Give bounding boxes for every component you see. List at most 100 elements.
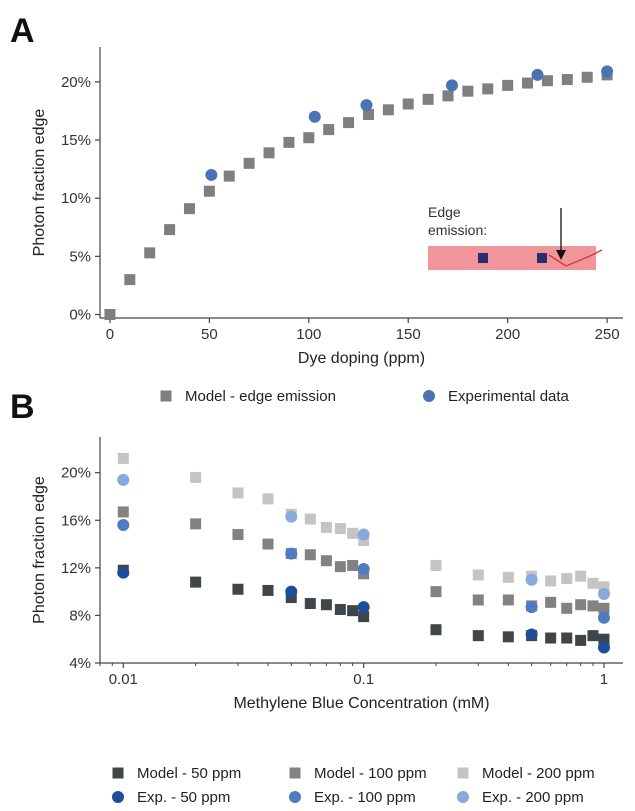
data-point-circle — [285, 547, 298, 560]
data-point-square — [243, 157, 255, 169]
data-point-square — [545, 596, 557, 608]
data-point-square — [561, 74, 573, 86]
data-point-square — [190, 471, 202, 483]
x-tick-label: 0 — [106, 326, 114, 343]
data-point-square — [502, 79, 514, 91]
data-point-square — [334, 603, 346, 615]
x-tick-label: 200 — [495, 326, 520, 343]
data-point-circle — [117, 566, 130, 579]
inset-ray-path — [548, 249, 603, 267]
data-point-square — [347, 605, 359, 617]
data-point-square — [581, 71, 593, 83]
legend-entry: Exp. - 50 ppm — [137, 789, 230, 806]
x-tick-label: 150 — [396, 326, 421, 343]
data-point-circle — [525, 628, 538, 641]
data-point-square — [522, 77, 534, 89]
data-point-square — [587, 577, 599, 589]
panel-a-letter: A — [10, 12, 35, 50]
x-tick-label: 250 — [595, 326, 620, 343]
panel-a: A 0% 5% 10% 15% 20% 0 50 100 150 200 250 Dye doping… — [10, 12, 623, 405]
data-point-circle — [445, 79, 458, 92]
data-point-square — [343, 117, 355, 129]
y-tick-label: 10% — [61, 190, 91, 207]
legend-entry: Experimental data — [448, 388, 570, 405]
x-tick-label: 0.01 — [109, 671, 138, 688]
data-point-square — [347, 559, 359, 571]
data-point-square — [304, 598, 316, 610]
data-point-circle — [357, 528, 370, 541]
legend-swatch — [457, 791, 469, 803]
y-tick-label: 4% — [69, 655, 91, 672]
x-tick-label: 50 — [201, 326, 218, 343]
data-point-square — [203, 185, 215, 197]
data-point-square — [190, 518, 202, 530]
panel-a-axes: 0% 5% 10% 15% 20% 0 50 100 150 200 250 Dye doping (… — [31, 47, 623, 367]
y-tick-label: 20% — [61, 74, 91, 91]
data-point-square — [347, 527, 359, 539]
data-point-square — [561, 602, 573, 614]
data-point-square — [362, 108, 374, 120]
data-point-square — [358, 611, 370, 623]
data-point-circle — [531, 68, 544, 81]
data-point-square — [541, 75, 553, 87]
data-point-circle — [285, 585, 298, 598]
data-point-square — [561, 573, 573, 585]
inset-label-line2: emission: — [428, 222, 487, 238]
data-point-square — [442, 90, 454, 102]
data-point-circle — [601, 65, 614, 78]
data-point-square — [323, 124, 335, 136]
data-point-circle — [205, 168, 218, 181]
legend-swatch — [457, 767, 469, 779]
data-point-circle — [285, 510, 298, 523]
legend-entry: Model - edge emission — [185, 388, 336, 405]
legend-swatch — [112, 767, 124, 779]
data-point-circle — [597, 588, 610, 601]
data-point-square — [561, 632, 573, 644]
data-point-square — [124, 274, 136, 286]
data-point-circle — [597, 611, 610, 624]
panel-a-inset: Edge emission: — [428, 204, 603, 270]
data-point-square — [422, 93, 434, 105]
panel-b-legend: Model - 50 ppm Model - 100 ppm Model - 200… — [112, 765, 595, 806]
legend-entry: Model - 200 ppm — [482, 765, 595, 782]
y-tick-label: 8% — [69, 607, 91, 624]
y-tick-label: 12% — [61, 560, 91, 577]
x-tick-label: 100 — [296, 326, 321, 343]
panel-a-marks — [104, 65, 614, 321]
series-2 — [205, 65, 614, 181]
x-axis-label: Methylene Blue Concentration (mM) — [233, 695, 489, 712]
series-5 — [117, 519, 610, 624]
data-point-square — [303, 132, 315, 144]
data-point-square — [402, 98, 414, 110]
legend-swatch — [423, 390, 435, 402]
data-point-square — [430, 624, 442, 636]
y-tick-label: 16% — [61, 512, 91, 529]
panel-b: B 4% 8% 12% 16% 20% 0.01 0.1 1 Methylene Blue Co… — [10, 388, 623, 806]
data-point-square — [587, 600, 599, 612]
inset-square-left — [478, 253, 488, 263]
data-point-square — [482, 83, 494, 95]
y-tick-label: 20% — [61, 465, 91, 482]
data-point-square — [502, 594, 514, 606]
data-point-circle — [357, 563, 370, 576]
x-tick-label: 0.1 — [353, 671, 374, 688]
data-point-square — [575, 599, 587, 611]
data-point-square — [320, 599, 332, 611]
inset-square-right — [537, 253, 547, 263]
panel-b-letter: B — [10, 388, 35, 426]
data-point-square — [232, 487, 244, 499]
series-6 — [117, 473, 610, 601]
data-point-square — [575, 634, 587, 646]
data-point-circle — [525, 573, 538, 586]
data-point-square — [117, 506, 129, 518]
data-point-square — [545, 632, 557, 644]
data-point-circle — [597, 641, 610, 654]
data-point-square — [502, 571, 514, 583]
x-tick-label: 1 — [600, 671, 608, 688]
legend-entry: Model - 100 ppm — [314, 765, 427, 782]
data-point-square — [472, 569, 484, 581]
data-point-square — [598, 602, 610, 614]
y-tick-label: 5% — [69, 248, 91, 265]
y-tick-label: 0% — [69, 307, 91, 324]
